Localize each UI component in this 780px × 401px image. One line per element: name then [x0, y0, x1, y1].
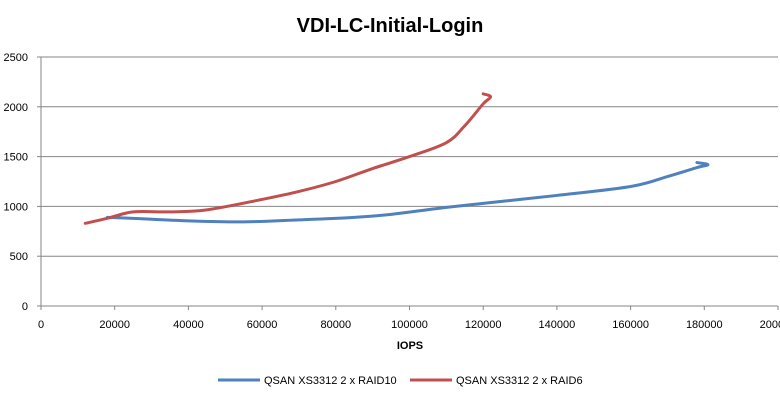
x-tick-label-2: 40000 [173, 319, 204, 331]
x-tick-label-10: 200000 [760, 319, 780, 331]
legend-label-1: QSAN XS3312 2 x RAID6 [456, 375, 583, 387]
x-tick-label-3: 60000 [247, 319, 278, 331]
x-tick-label-0: 0 [38, 319, 44, 331]
chart-title: VDI-LC-Initial-Login [297, 15, 484, 37]
x-tick-label-1: 20000 [99, 319, 130, 331]
x-tick-label-7: 140000 [539, 319, 576, 331]
y-tick-label-5: 2500 [4, 52, 28, 64]
series-lines [83, 92, 710, 225]
legend-label-0: QSAN XS3312 2 x RAID10 [264, 375, 397, 387]
y-tick-label-1: 500 [10, 251, 28, 263]
x-tick-label-9: 180000 [686, 319, 723, 331]
axes [40, 57, 778, 307]
legend: QSAN XS3312 2 x RAID10 QSAN XS3312 2 x RA… [218, 375, 583, 387]
x-axis-label: IOPS [397, 340, 423, 352]
y-tick-label-3: 1500 [4, 152, 28, 164]
y-tick-label-4: 2000 [4, 102, 28, 114]
series-line-0 [105, 161, 710, 224]
x-axis-ticks: 0 20000 40000 60000 80000 100000 120000 140000 1… [38, 306, 780, 331]
x-tick-label-8: 160000 [612, 319, 649, 331]
y-tick-label-2: 1000 [4, 201, 28, 213]
x-tick-label-6: 120000 [465, 319, 502, 331]
x-tick-label-4: 80000 [321, 319, 352, 331]
y-axis-ticks: 0 500 1000 1500 2000 2500 [4, 52, 41, 313]
y-tick-label-0: 0 [22, 301, 28, 313]
x-tick-label-5: 100000 [391, 319, 428, 331]
series-line-1 [83, 92, 493, 225]
